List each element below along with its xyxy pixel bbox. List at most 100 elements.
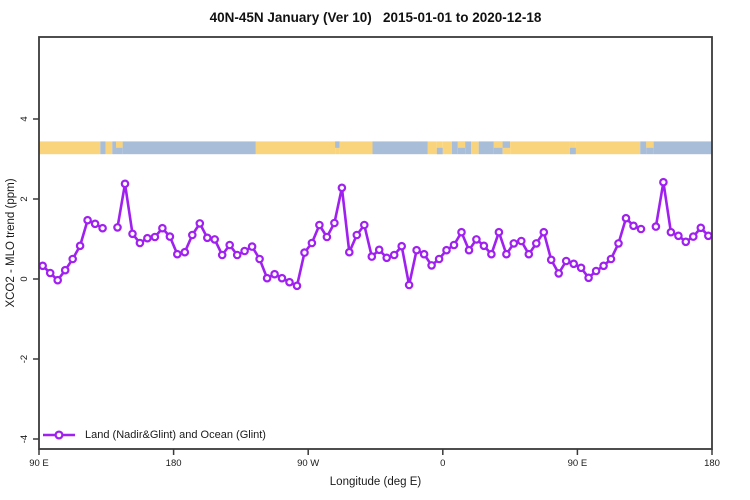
- y-tick-label: 4: [19, 116, 30, 121]
- data-point: [397, 241, 407, 251]
- data-point: [696, 223, 706, 233]
- data-point: [502, 249, 511, 259]
- data-point: [539, 227, 549, 237]
- data-point: [636, 224, 646, 234]
- data-point: [240, 246, 249, 256]
- data-point: [158, 223, 167, 233]
- ocean-segment: [478, 141, 494, 155]
- ocean-segment: [112, 141, 117, 155]
- data-point: [427, 261, 436, 270]
- land-segment: [575, 141, 641, 155]
- land-segment: [569, 141, 576, 155]
- data-point: [255, 254, 264, 264]
- data-point: [464, 245, 474, 255]
- data-point: [180, 247, 190, 257]
- x-tick-label: 90 W: [297, 458, 319, 469]
- data-point: [330, 218, 339, 228]
- data-point: [113, 223, 122, 232]
- data-point: [404, 280, 414, 290]
- data-point: [681, 237, 691, 247]
- data-point: [60, 265, 70, 275]
- data-point: [584, 273, 593, 283]
- data-point: [614, 239, 623, 248]
- x-axis-title: Longitude (deg E): [329, 476, 422, 488]
- data-point: [561, 256, 571, 266]
- ocean-segment: [653, 141, 712, 155]
- ocean-segment: [100, 141, 106, 155]
- data-point: [270, 269, 279, 279]
- data-point: [210, 235, 220, 244]
- data-point: [382, 253, 392, 263]
- x-tick-label: 0: [440, 458, 445, 469]
- ocean-segment: [436, 147, 443, 155]
- land-segment: [339, 141, 373, 155]
- data-point: [367, 252, 377, 261]
- data-point: [412, 245, 421, 255]
- data-point: [68, 254, 78, 264]
- data-point: [120, 179, 130, 189]
- data-point: [531, 239, 541, 248]
- ocean-segment: [502, 141, 511, 148]
- data-point: [150, 232, 160, 242]
- data-point: [449, 240, 459, 250]
- data-point: [232, 250, 242, 260]
- x-tick-label: 180: [704, 458, 720, 469]
- land-segment: [116, 141, 123, 148]
- land-segment: [436, 141, 443, 155]
- y-tick-label: 0: [19, 276, 30, 281]
- data-point: [359, 220, 369, 230]
- land-segment: [510, 141, 570, 155]
- data-point: [606, 254, 616, 264]
- data-point: [524, 249, 534, 259]
- data-point: [203, 233, 212, 243]
- data-point: [419, 249, 429, 259]
- data-point: [487, 249, 496, 259]
- land-segment: [646, 141, 654, 148]
- land-segment: [442, 141, 452, 155]
- ocean-segment: [640, 141, 647, 155]
- legend-marker-icon: [43, 430, 75, 440]
- land-segment: [427, 141, 437, 155]
- ocean-segment: [451, 141, 458, 155]
- land-segment: [471, 141, 479, 155]
- data-point: [217, 250, 227, 260]
- data-point: [389, 250, 399, 260]
- data-point: [98, 223, 107, 233]
- data-point: [352, 230, 362, 240]
- data-point: [434, 254, 444, 264]
- data-point: [509, 239, 519, 248]
- y-tick-label: -4: [19, 435, 30, 443]
- data-point: [83, 215, 92, 225]
- land-segment: [105, 141, 113, 155]
- data-point: [516, 236, 526, 246]
- trend-line: [654, 180, 710, 244]
- data-point: [188, 230, 197, 240]
- y-axis-title: XCO2 - MLO trend (ppm): [5, 178, 17, 308]
- data-point: [591, 266, 601, 276]
- data-point: [659, 177, 668, 187]
- y-tick-label: -2: [19, 355, 30, 363]
- data-point: [688, 232, 698, 241]
- data-point: [546, 255, 556, 265]
- land-segment: [255, 141, 336, 155]
- ocean-segment: [335, 141, 340, 148]
- data-point: [674, 231, 683, 241]
- data-point: [599, 261, 608, 271]
- data-point: [128, 229, 137, 239]
- data-point: [285, 277, 294, 287]
- data-point: [651, 222, 661, 231]
- ocean-segment: [122, 141, 256, 155]
- legend-label: Land (Nadir&Glint) and Ocean (Glint): [85, 429, 266, 441]
- ocean-segment: [372, 141, 428, 155]
- chart-title: 40N-45N January (Ver 10) 2015-01-01 to 2…: [209, 10, 542, 25]
- data-point: [322, 232, 332, 242]
- y-tick-label: 2: [19, 196, 30, 201]
- x-tick-label: 90 E: [29, 458, 49, 469]
- land-segment: [457, 141, 466, 148]
- data-point: [344, 247, 354, 257]
- data-point: [165, 232, 175, 241]
- data-point: [90, 219, 100, 229]
- land-segment: [493, 141, 503, 148]
